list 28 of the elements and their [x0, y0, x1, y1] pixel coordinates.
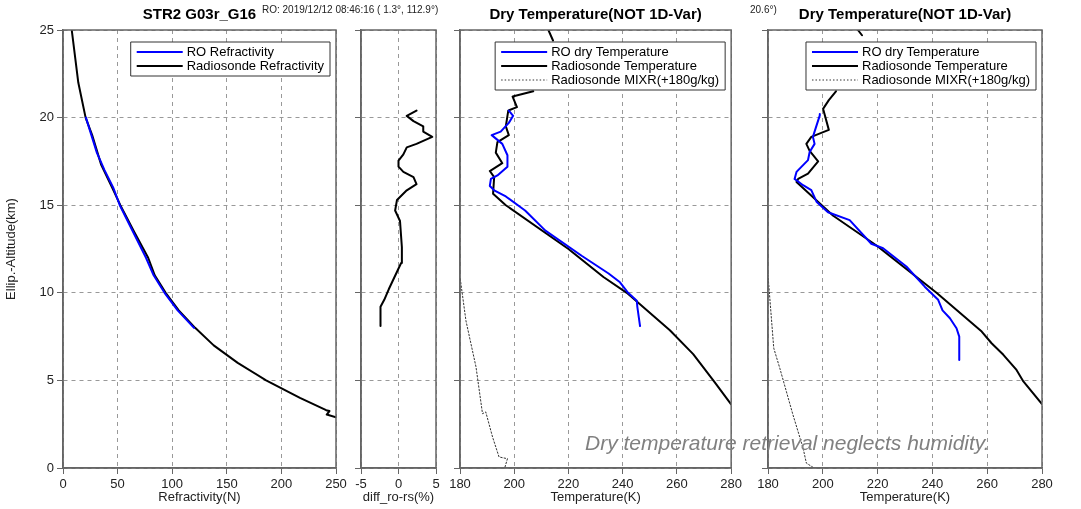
y-axis-title: Ellip.-Altitude(km)	[3, 198, 19, 300]
x-tick-label: 200	[270, 476, 293, 492]
x-tick-label: 280	[720, 476, 743, 492]
x-tick-label: 180	[449, 476, 471, 492]
x-tick-label: 50	[110, 476, 125, 492]
x-tick-label: 180	[757, 476, 779, 492]
x-tick-label: 5	[432, 476, 440, 492]
x-tick-label: 250	[325, 476, 347, 492]
text: RO: 2019/12/12 08:46:16 ( 1.3°, 112.9°)	[262, 4, 439, 16]
legend-label: RO Refractivity	[186, 43, 275, 59]
y-tick-label: 5	[46, 371, 54, 387]
x-tick-label: 200	[811, 476, 834, 492]
chart-title: Dry Temperature(NOT 1D-Var)	[798, 5, 1012, 23]
text: 20.6°)	[750, 4, 777, 16]
y-tick-label: 25	[39, 21, 54, 37]
y-tick-label: 10	[39, 284, 54, 300]
chart-title: Dry Temperature(NOT 1D-Var)	[489, 5, 702, 23]
x-tick-label: 200	[503, 476, 526, 492]
x-tick-label: 260	[976, 476, 999, 492]
legend-label: RO dry Temperature	[861, 43, 980, 59]
x-tick-label: 280	[1031, 476, 1053, 492]
chart-title: STR2 G03r_G16	[142, 5, 257, 23]
y-tick-label: 20	[39, 109, 54, 125]
y-tick-label: 15	[39, 196, 54, 212]
x-tick-label: 260	[666, 476, 688, 492]
y-tick-label: 0	[46, 459, 54, 475]
legend-label: RO dry Temperature	[551, 43, 669, 59]
x-tick-label: 0	[59, 476, 67, 492]
